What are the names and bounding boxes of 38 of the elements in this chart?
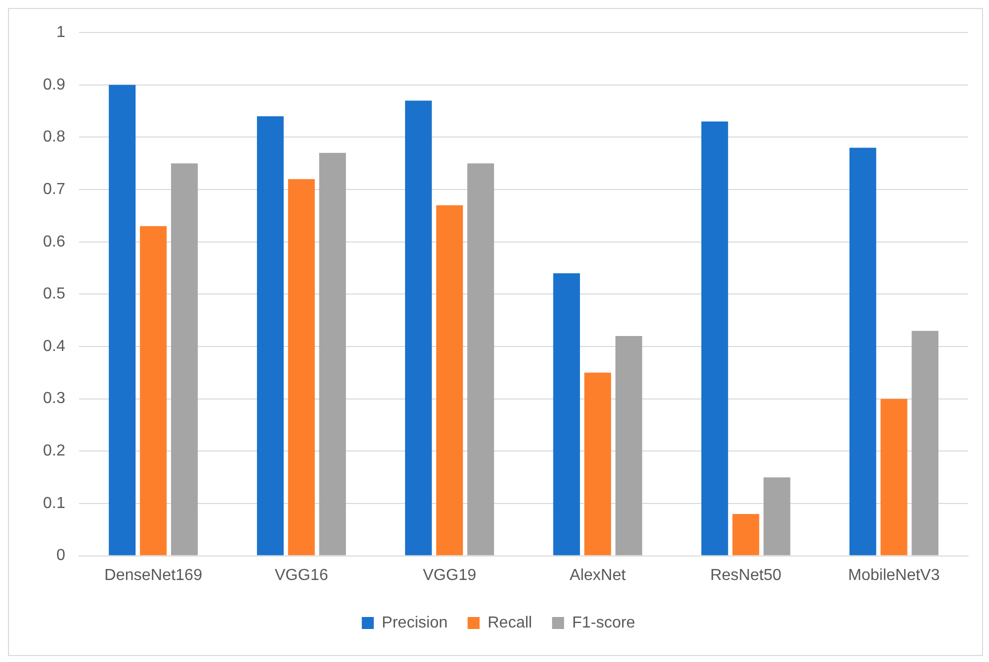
y-tick-label: 0.2 xyxy=(42,442,66,460)
legend-label: Recall xyxy=(488,614,532,632)
bar xyxy=(912,330,938,556)
legend-label: F1-score xyxy=(572,614,636,632)
bar xyxy=(405,100,432,556)
bar xyxy=(880,398,908,556)
bar xyxy=(615,336,642,556)
bar xyxy=(288,179,315,556)
bar xyxy=(171,163,198,556)
bar xyxy=(467,163,494,556)
x-tick-label: AlexNet xyxy=(570,566,626,584)
y-tick-label: 0.9 xyxy=(42,76,66,94)
bar xyxy=(319,152,346,556)
bar xyxy=(108,84,136,556)
bar xyxy=(732,514,760,556)
legend-label: Precision xyxy=(382,614,448,632)
x-tick-label: DenseNet169 xyxy=(104,566,202,584)
y-tick-label: 1 xyxy=(56,24,66,42)
bar xyxy=(140,226,167,556)
y-tick-label: 0.4 xyxy=(42,338,66,355)
y-tick-label: 0.6 xyxy=(42,233,66,250)
x-tick-label: VGG19 xyxy=(422,566,476,584)
bar xyxy=(701,122,728,556)
y-tick-label: 0.7 xyxy=(42,180,66,198)
bar xyxy=(584,372,612,556)
x-tick-label: ResNet50 xyxy=(710,566,782,584)
bar xyxy=(849,148,876,556)
y-tick-label: 0 xyxy=(56,547,66,564)
y-tick-label: 0.1 xyxy=(42,494,66,512)
bar xyxy=(256,116,284,556)
y-tick-label: 0.5 xyxy=(42,286,66,303)
x-tick-label: MobileNetV3 xyxy=(848,566,940,584)
bar xyxy=(436,205,463,556)
y-tick-label: 0.8 xyxy=(42,128,66,146)
bar xyxy=(764,477,790,556)
y-tick-label: 0.3 xyxy=(42,390,66,408)
bar xyxy=(553,273,580,556)
x-tick-label: VGG16 xyxy=(274,566,328,584)
